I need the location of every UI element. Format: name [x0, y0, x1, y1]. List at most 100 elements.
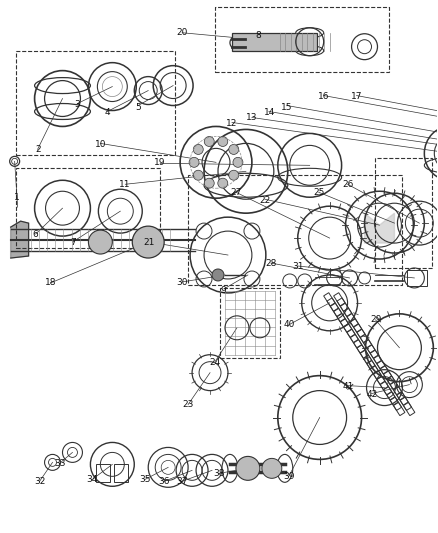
Circle shape — [229, 170, 239, 180]
Text: 12: 12 — [226, 118, 238, 127]
Circle shape — [189, 157, 199, 167]
Text: 1: 1 — [14, 193, 20, 202]
Text: 24: 24 — [209, 358, 220, 367]
Text: 23: 23 — [183, 400, 194, 409]
Bar — [114, 464, 128, 482]
Text: 14: 14 — [264, 108, 275, 117]
Bar — [364, 340, 375, 353]
Bar — [347, 329, 358, 343]
Bar — [390, 397, 402, 410]
Text: 25: 25 — [314, 188, 325, 197]
Bar — [384, 371, 395, 384]
Text: 37: 37 — [176, 477, 187, 486]
Text: 42: 42 — [366, 390, 378, 399]
Circle shape — [132, 226, 164, 258]
Circle shape — [204, 136, 214, 147]
Text: 35: 35 — [139, 474, 151, 483]
Text: 28: 28 — [266, 260, 277, 268]
Bar — [380, 366, 392, 379]
Bar — [407, 270, 427, 286]
Bar — [16, 51, 175, 155]
Circle shape — [229, 144, 239, 155]
Bar — [377, 376, 389, 390]
Bar — [353, 340, 365, 353]
Bar — [343, 309, 355, 321]
Bar — [387, 376, 398, 390]
Bar — [347, 313, 358, 327]
Polygon shape — [364, 213, 395, 243]
Text: 10: 10 — [95, 140, 107, 149]
Bar — [334, 309, 345, 321]
Circle shape — [218, 136, 228, 147]
Bar — [215, 7, 389, 71]
Bar — [393, 402, 405, 416]
Bar — [340, 319, 352, 332]
Bar — [350, 335, 362, 348]
Bar — [360, 335, 372, 348]
Circle shape — [204, 178, 214, 188]
Bar — [357, 329, 368, 343]
Bar — [350, 319, 362, 332]
Text: 5: 5 — [135, 103, 141, 111]
Text: 19: 19 — [154, 158, 166, 167]
Text: 22: 22 — [259, 196, 271, 205]
Bar — [327, 298, 339, 311]
Circle shape — [212, 269, 224, 281]
Circle shape — [193, 170, 203, 180]
Bar — [397, 392, 408, 405]
Bar — [387, 392, 398, 405]
Text: 32: 32 — [34, 477, 46, 486]
Text: 8: 8 — [255, 31, 261, 40]
Text: 15: 15 — [281, 103, 293, 111]
Bar — [220, 288, 280, 358]
Bar — [337, 313, 348, 327]
Text: 38: 38 — [213, 469, 225, 478]
Bar — [330, 303, 342, 317]
Text: 18: 18 — [45, 278, 57, 287]
Text: 3: 3 — [74, 100, 80, 109]
Polygon shape — [11, 221, 28, 258]
Bar — [384, 386, 395, 400]
Circle shape — [218, 178, 228, 188]
Bar — [374, 371, 385, 384]
Text: 13: 13 — [246, 113, 258, 122]
Text: 39: 39 — [283, 472, 295, 481]
Text: 31: 31 — [292, 262, 304, 271]
Text: 11: 11 — [120, 180, 131, 189]
Text: 20: 20 — [176, 28, 187, 37]
Text: 40: 40 — [283, 320, 294, 329]
Bar — [343, 324, 355, 337]
Text: 27: 27 — [231, 188, 242, 197]
Bar — [188, 175, 403, 285]
Bar — [370, 350, 381, 364]
Bar — [360, 350, 372, 364]
Bar — [357, 345, 368, 358]
Circle shape — [193, 144, 203, 155]
Text: 34: 34 — [87, 474, 98, 483]
Bar — [337, 298, 348, 311]
Bar — [377, 361, 389, 374]
Bar — [232, 33, 317, 51]
Bar — [340, 303, 352, 317]
Text: 29: 29 — [371, 315, 382, 324]
Bar — [380, 382, 392, 395]
Bar — [353, 324, 365, 337]
Bar — [370, 366, 381, 379]
Bar — [403, 402, 415, 416]
Circle shape — [262, 458, 282, 478]
Bar — [364, 356, 375, 369]
Text: 26: 26 — [342, 180, 353, 189]
Text: 30: 30 — [176, 278, 187, 287]
Text: 33: 33 — [54, 458, 65, 467]
Text: 7: 7 — [70, 238, 76, 247]
Bar — [334, 293, 345, 306]
Text: 4: 4 — [105, 108, 110, 117]
Text: 36: 36 — [159, 477, 170, 486]
Text: 17: 17 — [351, 92, 362, 101]
Bar — [96, 464, 110, 482]
Bar — [374, 158, 432, 268]
Bar — [367, 345, 378, 358]
Bar — [374, 356, 385, 369]
Bar — [393, 386, 405, 400]
Bar — [367, 361, 378, 374]
